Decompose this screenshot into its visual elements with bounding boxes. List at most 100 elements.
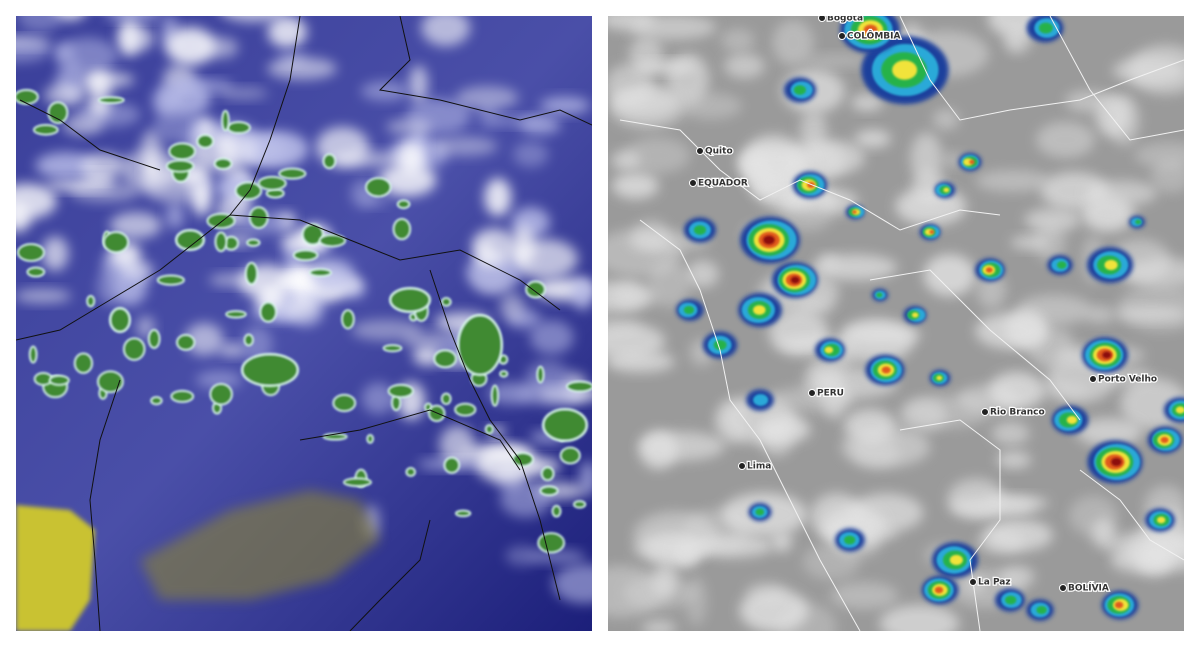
cloud <box>351 319 423 341</box>
cold-top <box>455 509 472 518</box>
place-dot <box>1059 584 1067 592</box>
cold-top <box>382 344 403 353</box>
cloud <box>1085 180 1157 207</box>
warm-area <box>16 505 95 631</box>
storm-cell <box>949 554 963 566</box>
place-dot <box>838 32 846 40</box>
storm-cell <box>1160 436 1169 444</box>
place-label: PERU <box>817 389 844 399</box>
storm-cell <box>793 85 806 95</box>
cloud <box>529 320 574 355</box>
cold-top <box>341 309 355 330</box>
place-label: Lima <box>747 462 771 472</box>
cloud <box>62 115 104 136</box>
cold-top <box>32 124 59 136</box>
cold-top <box>443 456 461 474</box>
cloud <box>218 343 247 357</box>
storm-cell <box>969 159 975 165</box>
cold-top <box>147 329 161 349</box>
cloud <box>16 289 72 304</box>
place-dot <box>689 179 697 187</box>
cloud <box>58 16 83 21</box>
storm-cell <box>1036 605 1047 615</box>
storm-cell <box>936 375 943 381</box>
cloud <box>579 460 592 496</box>
cold-top <box>196 134 214 149</box>
cloud <box>157 0 208 3</box>
cold-top <box>241 353 299 387</box>
cloud <box>456 86 519 110</box>
cold-top <box>559 446 581 465</box>
cloud <box>608 323 666 360</box>
cloud <box>799 111 828 152</box>
cloud <box>513 141 549 168</box>
place-label: EQUADOR <box>698 179 748 189</box>
cloud <box>724 53 765 79</box>
cloud <box>841 427 931 468</box>
borders <box>16 16 592 631</box>
storm-cell <box>892 60 918 80</box>
cold-top <box>226 121 251 135</box>
cloud <box>81 153 126 177</box>
cold-top <box>150 396 163 406</box>
storm-cell <box>1175 406 1184 414</box>
cloud <box>152 110 208 144</box>
cold-top <box>206 212 236 230</box>
cloud <box>105 16 162 21</box>
cold-top <box>573 500 587 509</box>
cold-top <box>73 352 94 374</box>
storm-cell <box>1156 516 1166 524</box>
cloud <box>471 227 517 266</box>
storm-cell <box>844 535 856 545</box>
storm-cell <box>693 225 706 235</box>
cloud <box>529 549 587 564</box>
cloud <box>1115 306 1184 322</box>
cloud <box>991 421 1030 446</box>
cold-top <box>221 109 230 132</box>
place-label: BOLÍVIA <box>1068 582 1109 594</box>
cloud <box>1035 380 1089 400</box>
cloud <box>1109 95 1141 147</box>
cold-top <box>98 96 125 105</box>
warm-area <box>140 490 380 600</box>
place-label: Rio Branco <box>990 408 1045 418</box>
cold-top <box>566 380 592 393</box>
cloud <box>165 27 216 66</box>
storm-cell <box>763 235 775 245</box>
storm-cell <box>1110 457 1122 467</box>
cloud <box>421 16 471 47</box>
storm-cell <box>753 305 766 315</box>
cloud <box>652 563 678 599</box>
storm-cell <box>713 339 727 351</box>
cloud <box>611 86 679 119</box>
cold-top <box>47 101 69 124</box>
cloud <box>465 252 523 292</box>
cloud <box>608 566 666 618</box>
cloud <box>996 451 1032 469</box>
place-label: COLÔMBIA <box>847 30 900 42</box>
place-label: Quito <box>705 147 733 157</box>
place-dot <box>808 389 816 397</box>
cold-top <box>48 374 70 386</box>
cold-top <box>454 402 477 417</box>
cold-top <box>246 238 261 247</box>
cloud <box>854 129 891 148</box>
cloud <box>1064 90 1111 113</box>
cloud <box>488 115 549 127</box>
cold-top <box>292 249 319 262</box>
storm-cell <box>985 267 993 273</box>
cloud <box>771 531 793 553</box>
cloud <box>571 277 592 311</box>
cloud <box>1033 223 1066 261</box>
cloud <box>1036 121 1095 158</box>
cloud <box>977 529 1025 554</box>
cold-top <box>16 88 39 105</box>
place-dot <box>969 578 977 586</box>
cold-top <box>318 233 347 248</box>
cold-top <box>122 337 146 361</box>
cloud <box>949 496 1037 517</box>
cold-top <box>387 383 414 399</box>
left-satellite-image <box>16 0 592 631</box>
cloud <box>267 16 307 48</box>
storm-cell <box>1005 595 1017 605</box>
